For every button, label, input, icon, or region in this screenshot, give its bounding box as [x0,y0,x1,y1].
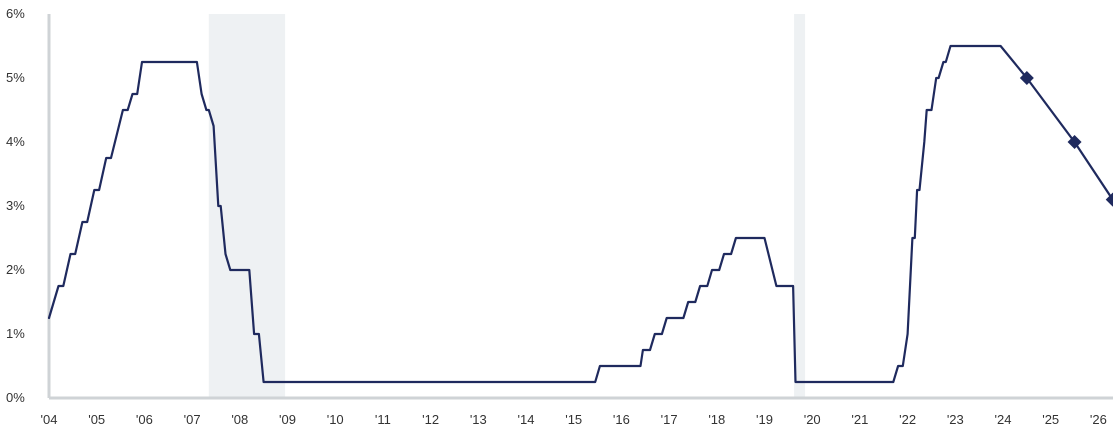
x-tick-label: '21 [851,412,868,427]
x-tick-labels: '04 '05 '06 '07 '08 '09 '10 '11 '12 '13 '14 '15 '16 '… [41,412,1107,427]
y-tick-label: 0% [6,390,25,405]
projection-marker [1067,135,1082,149]
x-tick-label: '18 [708,412,725,427]
x-tick-label: '04 [41,412,58,427]
x-tick-label: '16 [613,412,630,427]
series-group [47,44,1113,384]
x-tick-label: '14 [518,412,535,427]
x-tick-label: '07 [184,412,201,427]
x-tick-label: '19 [756,412,773,427]
x-tick-label: '08 [231,412,248,427]
projection-marker [1019,71,1034,85]
y-tick-label: 1% [6,326,25,341]
x-tick-label: '17 [661,412,678,427]
x-tick-label: '05 [88,412,105,427]
x-tick-label: '06 [136,412,153,427]
x-tick-label: '26 [1090,412,1107,427]
y-tick-label: 5% [6,70,25,85]
y-tick-label: 4% [6,134,25,149]
x-tick-label: '11 [375,412,391,427]
shaded-period-1 [794,14,806,398]
x-tick-label: '10 [327,412,344,427]
y-tick-label: 6% [6,6,25,21]
x-tick-label: '15 [565,412,582,427]
y-tick-labels: 0% 1% 2% 3% 4% 5% 6% [6,6,25,405]
x-tick-label: '25 [1042,412,1059,427]
x-tick-label: '20 [804,412,821,427]
x-tick-label: '22 [899,412,916,427]
series-line [47,44,1113,384]
x-tick-label: '13 [470,412,487,427]
x-tick-label: '24 [995,412,1012,427]
shaded-periods [208,14,806,398]
projection-marker [1105,192,1113,207]
axes [47,14,1113,400]
x-tick-label: '09 [279,412,296,427]
x-tick-label: '12 [422,412,439,427]
y-tick-label: 3% [6,198,25,213]
x-tick-label: '23 [947,412,964,427]
y-tick-label: 2% [6,262,25,277]
